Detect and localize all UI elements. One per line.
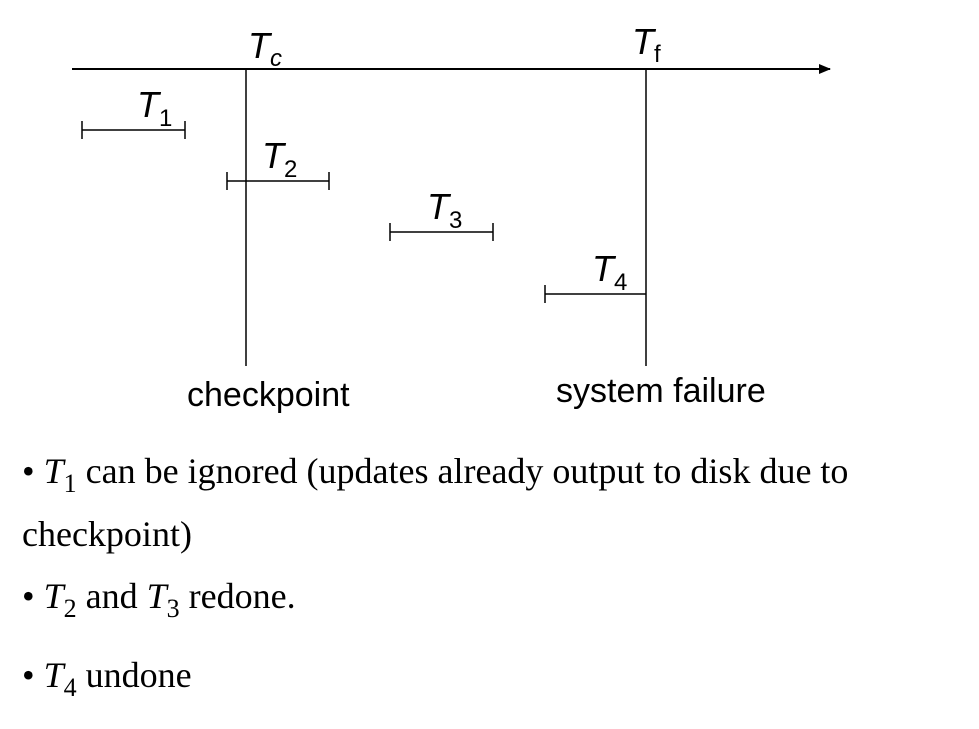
transaction-t4-label: T4 <box>592 248 627 296</box>
checkpoint-marker-symbol: T <box>248 25 273 66</box>
transaction-t2-label: T2 <box>262 135 297 183</box>
bullet-t4-sub: 4 <box>63 673 77 702</box>
bullet-t1: • T1 can be ignored (updates already out… <box>22 446 972 559</box>
transaction-t4: T4 <box>544 248 646 303</box>
checkpoint-marker-label: Tc <box>248 25 282 72</box>
bullet-t4-text: undone <box>85 655 192 695</box>
checkpoint-label: checkpoint <box>187 376 350 414</box>
transaction-t3: T3 <box>389 186 494 241</box>
system-failure-label: system failure <box>556 372 766 410</box>
bullet-t1-sub: 1 <box>63 469 77 498</box>
bullet-marker: • <box>22 655 35 695</box>
bullet-t3-sub: 3 <box>166 594 180 623</box>
failure-marker-label: Tf <box>632 21 661 68</box>
transaction-t1: T1 <box>81 84 186 139</box>
bullet-marker: • <box>22 451 35 491</box>
bullet-t2-t3-text: redone. <box>188 576 296 616</box>
recovery-timeline-diagram: Tc Tf T1 T2 T3 T4 c <box>72 21 831 414</box>
bullet-t4-symbol: T <box>43 655 64 695</box>
bullet-t1-text: can be ignored (updates already output t… <box>22 451 849 554</box>
failure-marker-sub: f <box>654 41 661 68</box>
bullet-t2-sub: 2 <box>63 594 77 623</box>
explanation-list: • T1 can be ignored (updates already out… <box>22 446 972 729</box>
bullet-t2-symbol: T <box>43 576 64 616</box>
bullet-t1-symbol: T <box>43 451 64 491</box>
bullet-marker: • <box>22 576 35 616</box>
transaction-t2: T2 <box>226 135 330 190</box>
failure-marker-symbol: T <box>632 21 657 62</box>
bullet-t2-t3: • T2 and T3 redone. <box>22 571 972 634</box>
checkpoint-marker-sub: c <box>270 45 282 72</box>
transaction-t1-label: T1 <box>137 84 172 132</box>
bullet-and: and <box>85 576 138 616</box>
bullet-t4: • T4 undone <box>22 650 972 713</box>
bullet-t3-symbol: T <box>146 576 167 616</box>
transaction-t3-label: T3 <box>427 186 462 234</box>
